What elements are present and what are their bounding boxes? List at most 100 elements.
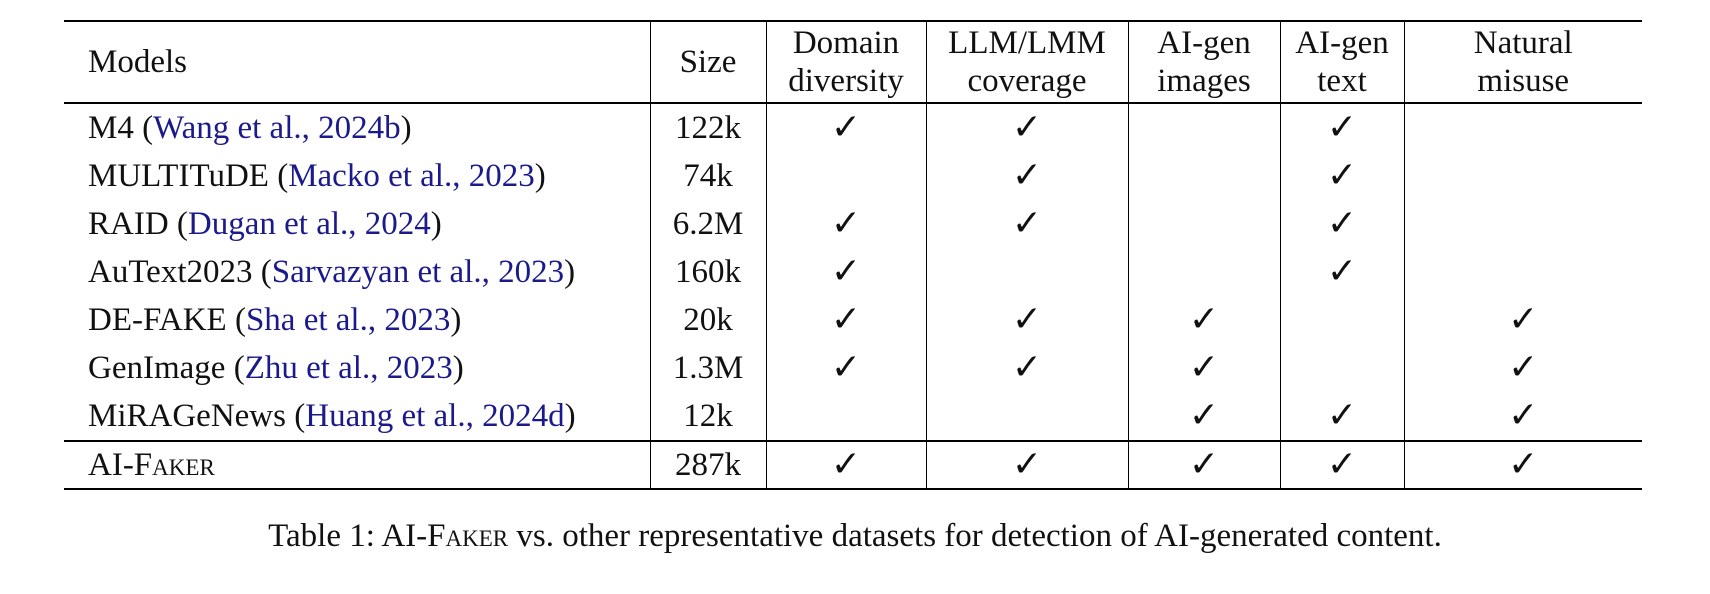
header-line: coverage — [967, 63, 1087, 99]
header-row: Models Size Domain diversity LLM/LMM coverage… — [64, 21, 1642, 103]
checkmark-icon: ✓ — [1011, 443, 1043, 485]
checkmark-icon: ✓ — [830, 443, 862, 485]
citation-link[interactable]: Wang et al., 2024b — [153, 110, 401, 146]
header-line: Models — [88, 44, 187, 80]
mark-cell: ✓ — [1280, 248, 1405, 296]
model-name-smallcaps: aker — [152, 447, 215, 483]
header-llm-coverage: LLM/LMM coverage — [926, 21, 1129, 103]
paren-close: ) — [450, 302, 462, 338]
comparison-table-container: Models Size Domain diversity LLM/LMM coverage… — [64, 20, 1642, 490]
model-cell: GenImage (Zhu et al., 2023) — [64, 344, 651, 392]
checkmark-icon: ✓ — [1326, 202, 1358, 244]
checkmark-icon: ✓ — [1508, 298, 1539, 340]
header-line: AI-gen — [1295, 25, 1389, 61]
mark-cell — [1128, 103, 1281, 152]
header-ai-gen-images: AI-gen images — [1128, 21, 1281, 103]
size-cell: 74k — [650, 152, 767, 200]
paren-close: ) — [534, 158, 546, 194]
mark-cell: ✓ — [926, 200, 1129, 248]
paren-close: ) — [430, 206, 442, 242]
paren-open: ( — [226, 302, 246, 338]
mark-cell: ✓ — [926, 296, 1129, 344]
paren-open: ( — [168, 206, 188, 242]
checkmark-icon: ✓ — [1326, 154, 1358, 196]
model-name: GenImage — [88, 350, 226, 386]
mark-cell: ✓ — [1128, 296, 1281, 344]
mark-cell — [1404, 200, 1642, 248]
checkmark-icon: ✓ — [1011, 202, 1043, 244]
size-cell: 160k — [650, 248, 767, 296]
header-line: Size — [679, 44, 737, 80]
model-cell: MiRAGeNews (Huang et al., 2024d) — [64, 392, 651, 441]
mark-cell: ✓ — [1280, 103, 1405, 152]
model-name: M4 — [88, 110, 134, 146]
mark-cell — [766, 392, 927, 441]
mark-cell: ✓ — [766, 344, 927, 392]
mark-cell: ✓ — [1404, 392, 1642, 441]
checkmark-icon: ✓ — [1011, 154, 1043, 196]
mark-cell: ✓ — [926, 344, 1129, 392]
size-cell: 12k — [650, 392, 767, 441]
caption-prefix: Table 1: AI-F — [268, 518, 446, 554]
citation-link[interactable]: Macko et al., 2023 — [288, 158, 535, 194]
table-row: MiRAGeNews (Huang et al., 2024d) 12k ✓ ✓ ✓ — [64, 392, 1642, 441]
citation-link[interactable]: Dugan et al., 2024 — [187, 206, 431, 242]
header-line: Domain — [792, 25, 900, 61]
citation-link[interactable]: Huang et al., 2024d — [305, 398, 565, 434]
mark-cell — [1404, 248, 1642, 296]
citation-link[interactable]: Sarvazyan et al., 2023 — [271, 254, 565, 290]
size-cell: 1.3M — [650, 344, 767, 392]
checkmark-icon: ✓ — [1326, 250, 1358, 292]
model-cell: DE-FAKE (Sha et al., 2023) — [64, 296, 651, 344]
mark-cell — [926, 392, 1129, 441]
mark-cell: ✓ — [1280, 441, 1405, 489]
mark-cell — [1404, 152, 1642, 200]
mark-cell: ✓ — [766, 296, 927, 344]
paren-close: ) — [564, 398, 576, 434]
mark-cell — [1280, 344, 1405, 392]
checkmark-icon: ✓ — [1508, 394, 1539, 436]
citation-link[interactable]: Sha et al., 2023 — [245, 302, 451, 338]
checkmark-icon: ✓ — [830, 298, 862, 340]
checkmark-icon: ✓ — [830, 250, 862, 292]
model-cell: M4 (Wang et al., 2024b) — [64, 103, 651, 152]
mark-cell: ✓ — [926, 152, 1129, 200]
size-cell: 122k — [650, 103, 767, 152]
mark-cell: ✓ — [1404, 296, 1642, 344]
model-name: AuText2023 — [88, 254, 253, 290]
model-cell: AI-Faker — [64, 441, 651, 489]
checkmark-icon: ✓ — [1188, 443, 1220, 485]
checkmark-icon: ✓ — [830, 202, 862, 244]
header-natural-misuse: Natural misuse — [1404, 21, 1642, 103]
model-name: DE-FAKE — [88, 302, 227, 338]
header-size: Size — [650, 21, 767, 103]
model-cell: RAID (Dugan et al., 2024) — [64, 200, 651, 248]
paren-close: ) — [452, 350, 464, 386]
model-cell: MULTITuDE (Macko et al., 2023) — [64, 152, 651, 200]
model-cell: AuText2023 (Sarvazyan et al., 2023) — [64, 248, 651, 296]
size-cell: 20k — [650, 296, 767, 344]
checkmark-icon: ✓ — [1188, 394, 1220, 436]
model-name: MULTITuDE — [88, 158, 269, 194]
mark-cell: ✓ — [1404, 441, 1642, 489]
header-ai-gen-text: AI-gen text — [1280, 21, 1405, 103]
mark-cell: ✓ — [766, 248, 927, 296]
checkmark-icon: ✓ — [1188, 346, 1220, 388]
checkmark-icon: ✓ — [1508, 443, 1539, 485]
model-name-prefix: AI-F — [88, 447, 153, 483]
mark-cell: ✓ — [1128, 441, 1281, 489]
mark-cell — [926, 248, 1129, 296]
header-line: images — [1157, 63, 1251, 99]
table-row: AuText2023 (Sarvazyan et al., 2023) 160k ✓… — [64, 248, 1642, 296]
mark-cell: ✓ — [926, 103, 1129, 152]
mark-cell: ✓ — [766, 441, 927, 489]
paren-close: ) — [564, 254, 576, 290]
header-models: Models — [64, 21, 651, 103]
mark-cell: ✓ — [1280, 152, 1405, 200]
mark-cell: ✓ — [1404, 344, 1642, 392]
mark-cell: ✓ — [1128, 392, 1281, 441]
header-domain-diversity: Domain diversity — [766, 21, 927, 103]
citation-link[interactable]: Zhu et al., 2023 — [244, 350, 453, 386]
table-body: M4 (Wang et al., 2024b) 122k ✓ ✓ ✓ MULTITuDE … — [64, 103, 1642, 489]
mark-cell: ✓ — [766, 103, 927, 152]
